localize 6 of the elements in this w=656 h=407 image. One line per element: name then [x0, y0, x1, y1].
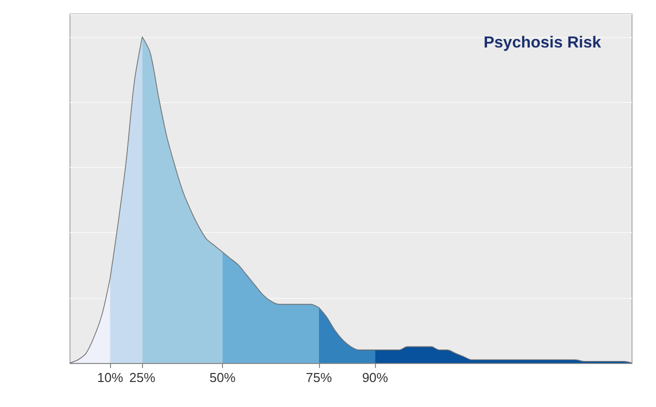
chart-title: Psychosis Risk [484, 34, 602, 52]
x-tick-label: 90% [362, 370, 389, 385]
x-tick-label: 75% [306, 370, 332, 385]
x-tick-label: 25% [129, 370, 156, 385]
x-tick-label: 10% [97, 370, 124, 385]
x-tick-label: 50% [210, 370, 236, 385]
